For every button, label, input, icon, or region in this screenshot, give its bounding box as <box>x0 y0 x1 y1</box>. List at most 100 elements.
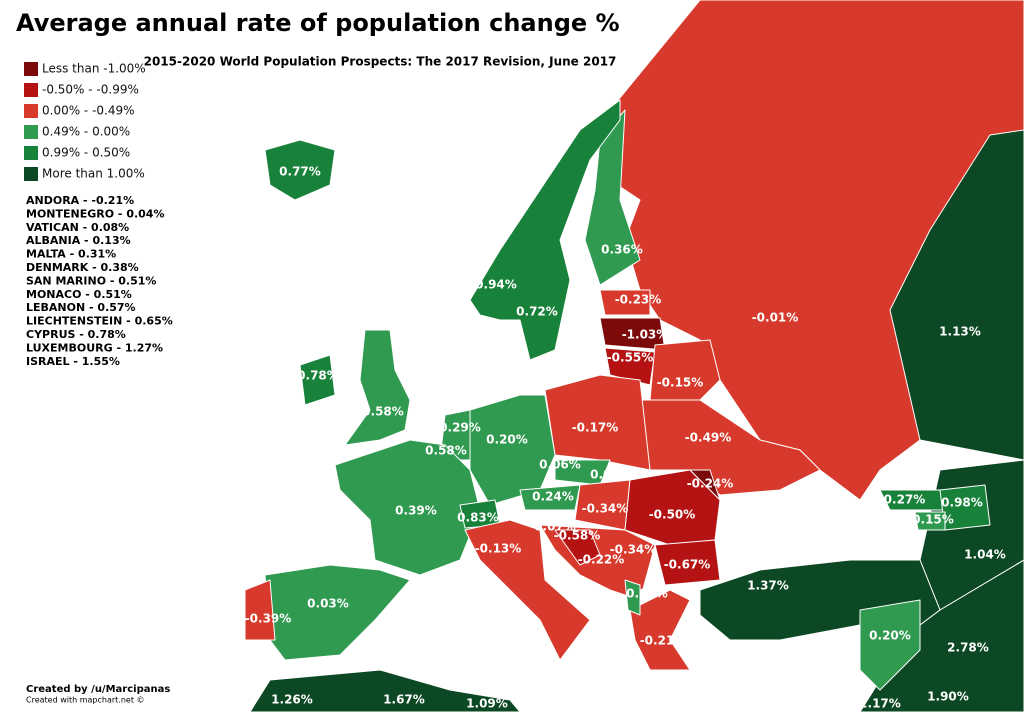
country-label: 0.08% <box>626 587 668 601</box>
country-label: 0.07% <box>534 520 576 534</box>
country-label: -0.22% <box>578 553 625 567</box>
country-label: -0.17% <box>572 421 619 435</box>
spain <box>264 564 411 661</box>
country-label: -0.50% <box>649 508 696 522</box>
legend-label: -0.50% - -0.99% <box>42 83 139 97</box>
lithuania <box>604 347 656 386</box>
country-label: -0.21% <box>640 634 687 648</box>
small-country: SAN MARINO - 0.51% <box>26 274 156 287</box>
country-label: 0.36% <box>601 243 643 257</box>
country-label: 0.78% <box>297 369 339 383</box>
small-country: LIECHTENSTEIN - 0.65% <box>26 315 173 328</box>
country-label: 0.58% <box>425 444 467 458</box>
albania <box>624 579 641 616</box>
legend-label: More than 1.00% <box>42 167 145 181</box>
legend-swatch <box>24 167 38 181</box>
country-label: 0.20% <box>869 629 911 643</box>
kazakhstan <box>889 129 1024 461</box>
scandinavia <box>469 99 621 361</box>
legend-label: 0.00% - -0.49% <box>42 104 135 118</box>
country-label: 0.58% <box>362 405 404 419</box>
country-label: -0.24% <box>687 477 734 491</box>
small-country: LEBANON - 0.57% <box>26 301 136 314</box>
country-label: 0.15% <box>912 513 954 527</box>
country-label: 0.29% <box>439 421 481 435</box>
austria <box>519 484 581 511</box>
bulgaria <box>654 539 721 586</box>
small-country: ALBANIA - 0.13% <box>26 234 131 247</box>
ireland <box>299 354 336 406</box>
map-title: Average annual rate of population change… <box>16 9 620 37</box>
small-country: DENMARK - 0.38% <box>26 261 139 274</box>
country-label: 2.78% <box>947 641 989 655</box>
country-label: 0.20% <box>486 433 528 447</box>
finland <box>584 109 641 286</box>
country-label: -0.01% <box>752 311 799 325</box>
small-country: VATICAN - 0.08% <box>26 221 129 234</box>
country-label: -0.13% <box>475 542 522 556</box>
legend-swatch <box>24 83 38 97</box>
credit: Created by /u/Marcipanas <box>26 684 170 695</box>
country-label: 0.24% <box>532 490 574 504</box>
iceland <box>264 139 336 201</box>
country-label: -0.39% <box>245 612 292 626</box>
country-label: 1.67% <box>383 693 425 707</box>
germany <box>469 394 556 506</box>
legend-swatch <box>24 146 38 160</box>
country-label: 1.13% <box>939 325 981 339</box>
small-country: MALTA - 0.31% <box>26 248 116 261</box>
moldova <box>689 469 721 501</box>
country-label: 1.90% <box>927 690 969 704</box>
map-subtitle: 2015-2020 World Population Prospects: Th… <box>144 55 617 69</box>
croatia <box>554 529 601 566</box>
country-label: 2.17% <box>859 697 901 711</box>
north-africa <box>249 669 521 712</box>
legend-label: 0.99% - 0.50% <box>42 146 130 160</box>
country-label: -0.27% <box>879 493 926 507</box>
country-label: -0.67% <box>664 558 711 572</box>
country-label: 1.09% <box>466 697 508 711</box>
country-label: 0.98% <box>941 496 983 510</box>
estonia <box>599 289 651 316</box>
small-country: MONACO - 0.51% <box>26 288 132 301</box>
country-label: 0.03% <box>307 597 349 611</box>
small-country: MONTENEGRO - 0.04% <box>26 207 164 220</box>
country-label: -0.34% <box>582 502 629 516</box>
credit: Created with mapchart.net © <box>26 696 145 705</box>
country-label: -1.03% <box>622 328 669 342</box>
country-label: 1.37% <box>747 579 789 593</box>
legend-swatch <box>24 104 38 118</box>
country-label: 0.06% <box>539 458 581 472</box>
small-country: LUXEMBOURG - 1.27% <box>26 341 163 354</box>
country-label: -0.58% <box>554 529 601 543</box>
legend-swatch <box>24 125 38 139</box>
armenia <box>914 511 946 531</box>
country-label: -0.49% <box>685 431 732 445</box>
country-label: 0.39% <box>395 504 437 518</box>
small-country: ANDORA - -0.21% <box>26 194 134 207</box>
country-label: 1.26% <box>271 693 313 707</box>
country-label: 0.72% <box>516 305 558 319</box>
portugal <box>244 579 276 641</box>
country-label: -0.34% <box>610 543 657 557</box>
country-label: 0.83% <box>457 511 499 525</box>
small-country: ISRAEL - 1.55% <box>26 355 120 368</box>
syria <box>859 599 921 691</box>
ukraine <box>639 399 821 496</box>
italy <box>464 519 591 661</box>
legend-swatch <box>24 62 38 76</box>
uk <box>344 329 411 446</box>
country-label: 0.77% <box>279 165 321 179</box>
belarus <box>649 339 721 401</box>
country-label: 0.04% <box>590 468 632 482</box>
france <box>334 439 481 576</box>
legend-label: Less than -1.00% <box>42 62 146 76</box>
legend-label: 0.49% - 0.00% <box>42 125 130 139</box>
country-label: 0.94% <box>475 278 517 292</box>
country-label: 1.04% <box>964 548 1006 562</box>
greece <box>629 589 691 671</box>
country-label: -0.23% <box>615 293 662 307</box>
small-country: CYPRUS - 0.78% <box>26 328 126 341</box>
land-layer <box>244 0 1024 712</box>
